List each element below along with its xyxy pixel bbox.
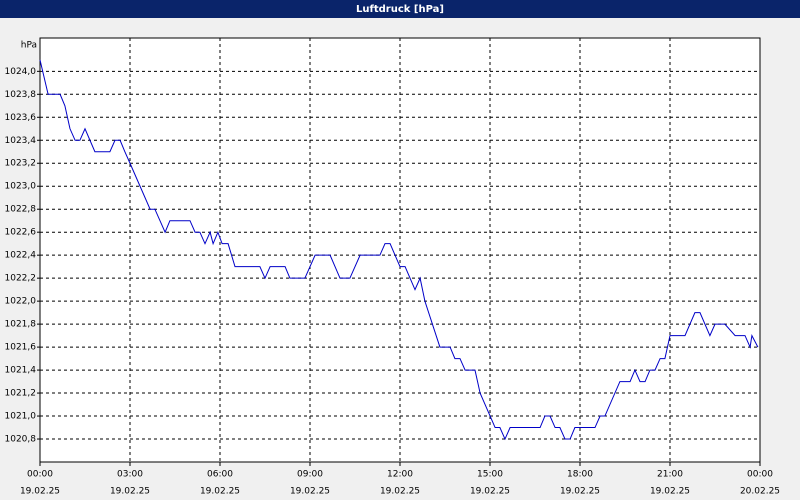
- y-tick-label: 1023,8: [5, 90, 37, 100]
- y-tick-label: 1021,2: [5, 389, 37, 399]
- y-tick-label: 1024,0: [5, 67, 37, 77]
- y-tick-label: 1023,4: [5, 136, 37, 146]
- x-tick-label: 18:00: [567, 470, 593, 480]
- y-tick-label: 1022,4: [5, 251, 37, 261]
- x-tick-label: 09:00: [297, 470, 323, 480]
- y-tick-label: 1021,0: [5, 412, 37, 422]
- y-tick-label: 1023,2: [5, 159, 37, 169]
- x-tick-label: 19.02.25: [110, 487, 150, 497]
- y-tick-label: 1022,2: [5, 274, 37, 284]
- y-tick-label: 1021,6: [5, 343, 37, 353]
- y-tick-label: 1022,0: [5, 297, 37, 307]
- y-axis-label: hPa: [21, 41, 37, 51]
- x-tick-label: 00:00: [27, 470, 53, 480]
- x-tick-label: 19.02.25: [470, 487, 510, 497]
- x-tick-label: 20.02.25: [740, 487, 780, 497]
- x-tick-label: 21:00: [657, 470, 683, 480]
- x-tick-label: 12:00: [387, 470, 413, 480]
- y-tick-label: 1021,8: [5, 320, 37, 330]
- x-tick-label: 06:00: [207, 470, 233, 480]
- y-tick-label: 1022,6: [5, 228, 37, 238]
- y-tick-label: 1020,8: [5, 435, 37, 445]
- line-series: [39, 59, 759, 441]
- chart-title: Luftdruck [hPa]: [356, 4, 444, 15]
- y-tick-label: 1022,8: [5, 205, 37, 215]
- title-bar: [0, 0, 800, 18]
- x-tick-label: 19.02.25: [380, 487, 420, 497]
- x-tick-label: 03:00: [117, 470, 143, 480]
- x-tick-label: 19.02.25: [200, 487, 240, 497]
- x-tick-label: 19.02.25: [560, 487, 600, 497]
- x-tick-label: 19.02.25: [20, 487, 60, 497]
- x-tick-label: 19.02.25: [650, 487, 690, 497]
- y-tick-label: 1021,4: [5, 366, 37, 376]
- y-tick-label: 1023,0: [5, 182, 37, 192]
- y-tick-label: 1023,6: [5, 113, 37, 123]
- x-tick-label: 00:00: [747, 470, 773, 480]
- x-tick-label: 19.02.25: [290, 487, 330, 497]
- x-tick-label: 15:00: [477, 470, 503, 480]
